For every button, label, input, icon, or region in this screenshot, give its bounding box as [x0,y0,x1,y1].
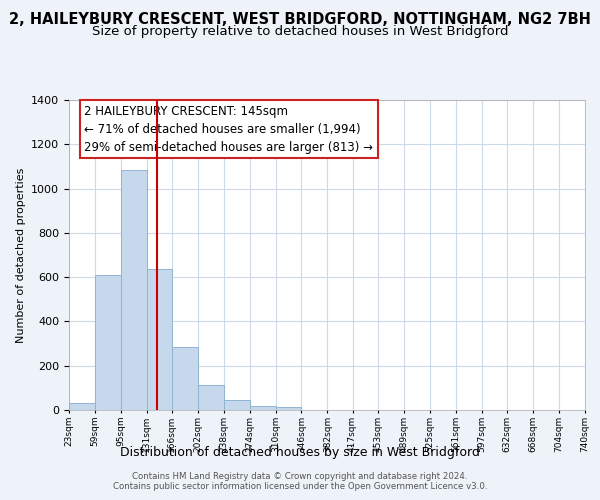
Text: Contains HM Land Registry data © Crown copyright and database right 2024.: Contains HM Land Registry data © Crown c… [132,472,468,481]
Bar [172,347,198,410]
Bar [224,400,250,410]
Text: 2, HAILEYBURY CRESCENT, WEST BRIDGFORD, NOTTINGHAM, NG2 7BH: 2, HAILEYBURY CRESCENT, WEST BRIDGFORD, … [9,12,591,28]
Y-axis label: Number of detached properties: Number of detached properties [16,168,26,342]
Bar [121,170,147,410]
Bar [275,406,301,410]
Text: 2 HAILEYBURY CRESCENT: 145sqm
← 71% of detached houses are smaller (1,994)
29% o: 2 HAILEYBURY CRESCENT: 145sqm ← 71% of d… [85,104,373,154]
Bar [95,275,121,410]
Bar [69,404,95,410]
Bar [147,270,172,410]
Bar [198,384,224,410]
Text: Size of property relative to detached houses in West Bridgford: Size of property relative to detached ho… [92,25,508,38]
Bar [250,406,275,410]
Text: Distribution of detached houses by size in West Bridgford: Distribution of detached houses by size … [120,446,480,459]
Text: Contains public sector information licensed under the Open Government Licence v3: Contains public sector information licen… [113,482,487,491]
